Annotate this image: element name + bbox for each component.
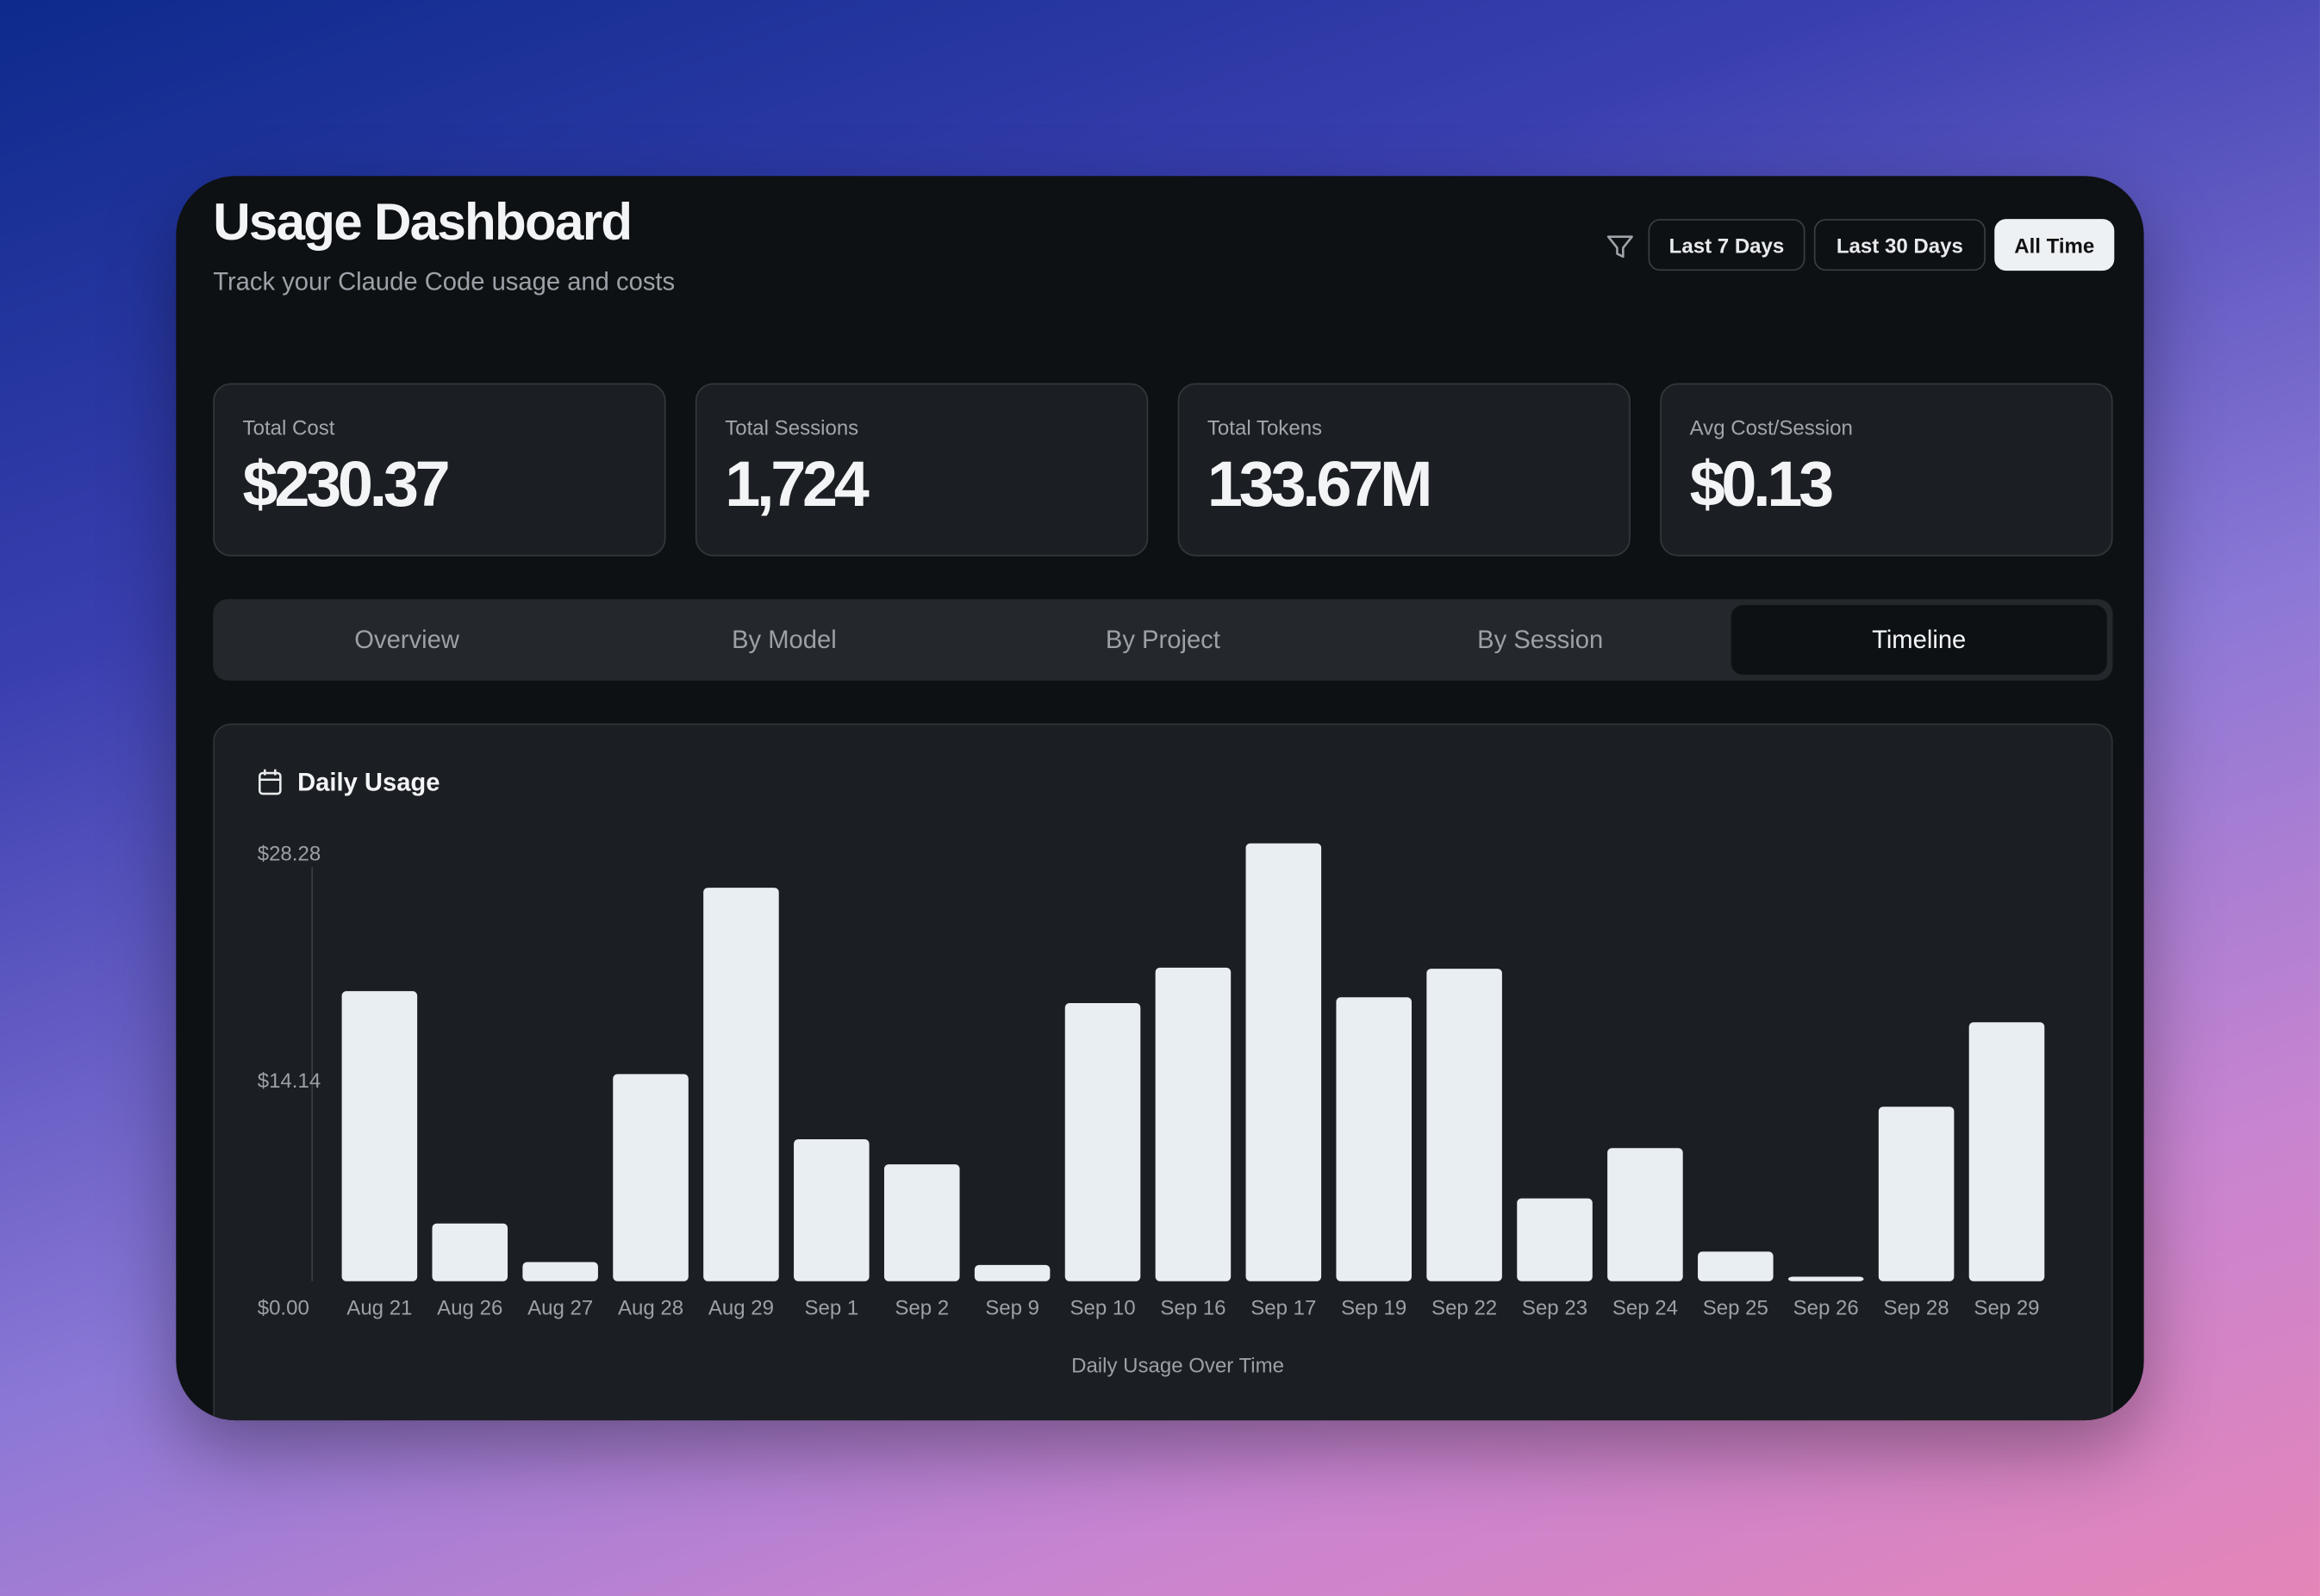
bar xyxy=(1607,1148,1683,1281)
x-axis-title: Daily Usage Over Time xyxy=(1071,1355,1284,1378)
bar xyxy=(883,1164,960,1281)
bar xyxy=(1426,969,1502,1281)
stat-label: Total Cost xyxy=(242,415,335,440)
filter-button[interactable]: Last 30 Days xyxy=(1813,219,1986,271)
x-tick-label: Sep 26 xyxy=(1793,1297,1859,1320)
x-tick-label: Aug 28 xyxy=(618,1297,683,1320)
tab[interactable]: By Model xyxy=(732,625,837,653)
filter-icon xyxy=(1606,235,1633,259)
x-tick-label: Sep 2 xyxy=(895,1297,949,1320)
x-tick-label: Sep 17 xyxy=(1250,1297,1316,1320)
x-tick-label: Sep 1 xyxy=(804,1297,858,1320)
stat-label: Total Sessions xyxy=(725,415,859,440)
bar xyxy=(341,991,418,1281)
bar xyxy=(1787,1276,1864,1281)
bar xyxy=(432,1223,508,1281)
tab[interactable]: Overview xyxy=(354,625,459,653)
stat-card: Avg Cost/Session $0.13 xyxy=(1660,383,2113,557)
bar xyxy=(974,1264,1051,1281)
bar xyxy=(1968,1022,2045,1281)
x-tick-label: Sep 23 xyxy=(1522,1297,1587,1320)
stat-value: 133.67M xyxy=(1207,449,1433,521)
chart: Daily Usage Daily Usage Over Time $0.00 $… xyxy=(258,769,2045,1378)
page-title: Usage Dashboard xyxy=(213,193,633,252)
y-tick-label: $0.00 xyxy=(258,1297,309,1320)
x-tick-label: Sep 16 xyxy=(1160,1297,1225,1320)
dashboard-card: Usage Dashboard Track your Claude Code u… xyxy=(176,176,2144,1421)
bar xyxy=(522,1262,598,1281)
tab[interactable]: Timeline xyxy=(1731,605,2107,675)
x-tick-label: Sep 9 xyxy=(985,1297,1039,1320)
bar xyxy=(794,1138,870,1281)
stat-value: 1,724 xyxy=(725,449,870,521)
x-tick-label: Sep 22 xyxy=(1431,1297,1497,1320)
stat-value: $0.13 xyxy=(1689,449,1835,521)
x-tick-label: Aug 26 xyxy=(437,1297,502,1320)
calendar-icon xyxy=(259,769,282,795)
filter-button[interactable]: Last 7 Days xyxy=(1648,219,1805,271)
bar xyxy=(1517,1198,1593,1281)
chart-panel: Daily Usage Daily Usage Over Time $0.00 $… xyxy=(213,723,2113,1421)
page-subtitle: Track your Claude Code usage and costs xyxy=(213,267,676,296)
stat-card: Total Tokens 133.67M xyxy=(1177,383,1631,557)
y-tick-label: $14.14 xyxy=(258,1069,321,1093)
x-tick-label: Aug 27 xyxy=(527,1297,593,1320)
bar xyxy=(613,1074,689,1281)
bar xyxy=(1336,997,1412,1281)
filter-button[interactable]: All Time xyxy=(1994,219,2115,271)
bar xyxy=(1245,843,1322,1281)
x-tick-label: Sep 19 xyxy=(1341,1297,1406,1320)
stat-label: Total Tokens xyxy=(1207,415,1323,440)
x-tick-label: Sep 10 xyxy=(1070,1297,1135,1320)
stat-card: Total Sessions 1,724 xyxy=(695,383,1149,557)
stat-label: Avg Cost/Session xyxy=(1689,415,1853,440)
y-tick-label: $28.28 xyxy=(258,843,321,866)
x-tick-label: Sep 24 xyxy=(1612,1297,1678,1320)
bar xyxy=(1155,967,1232,1281)
chart-title: Daily Usage xyxy=(297,770,440,797)
x-tick-label: Sep 29 xyxy=(1974,1297,2039,1320)
bar xyxy=(1698,1251,1774,1281)
bar xyxy=(1064,1003,1141,1281)
bar xyxy=(1878,1107,1955,1281)
x-tick-label: Sep 25 xyxy=(1703,1297,1768,1320)
bar xyxy=(703,888,779,1281)
stat-card: Total Cost $230.37 xyxy=(213,383,666,557)
x-tick-label: Aug 29 xyxy=(708,1297,774,1320)
tab[interactable]: By Session xyxy=(1477,625,1604,653)
tab-bar: Overview By Model By Project By Session … xyxy=(213,599,2113,681)
x-tick-label: Sep 28 xyxy=(1884,1297,1949,1320)
tab[interactable]: By Project xyxy=(1105,625,1220,653)
x-tick-label: Aug 21 xyxy=(346,1297,412,1320)
stat-value: $230.37 xyxy=(242,449,451,521)
